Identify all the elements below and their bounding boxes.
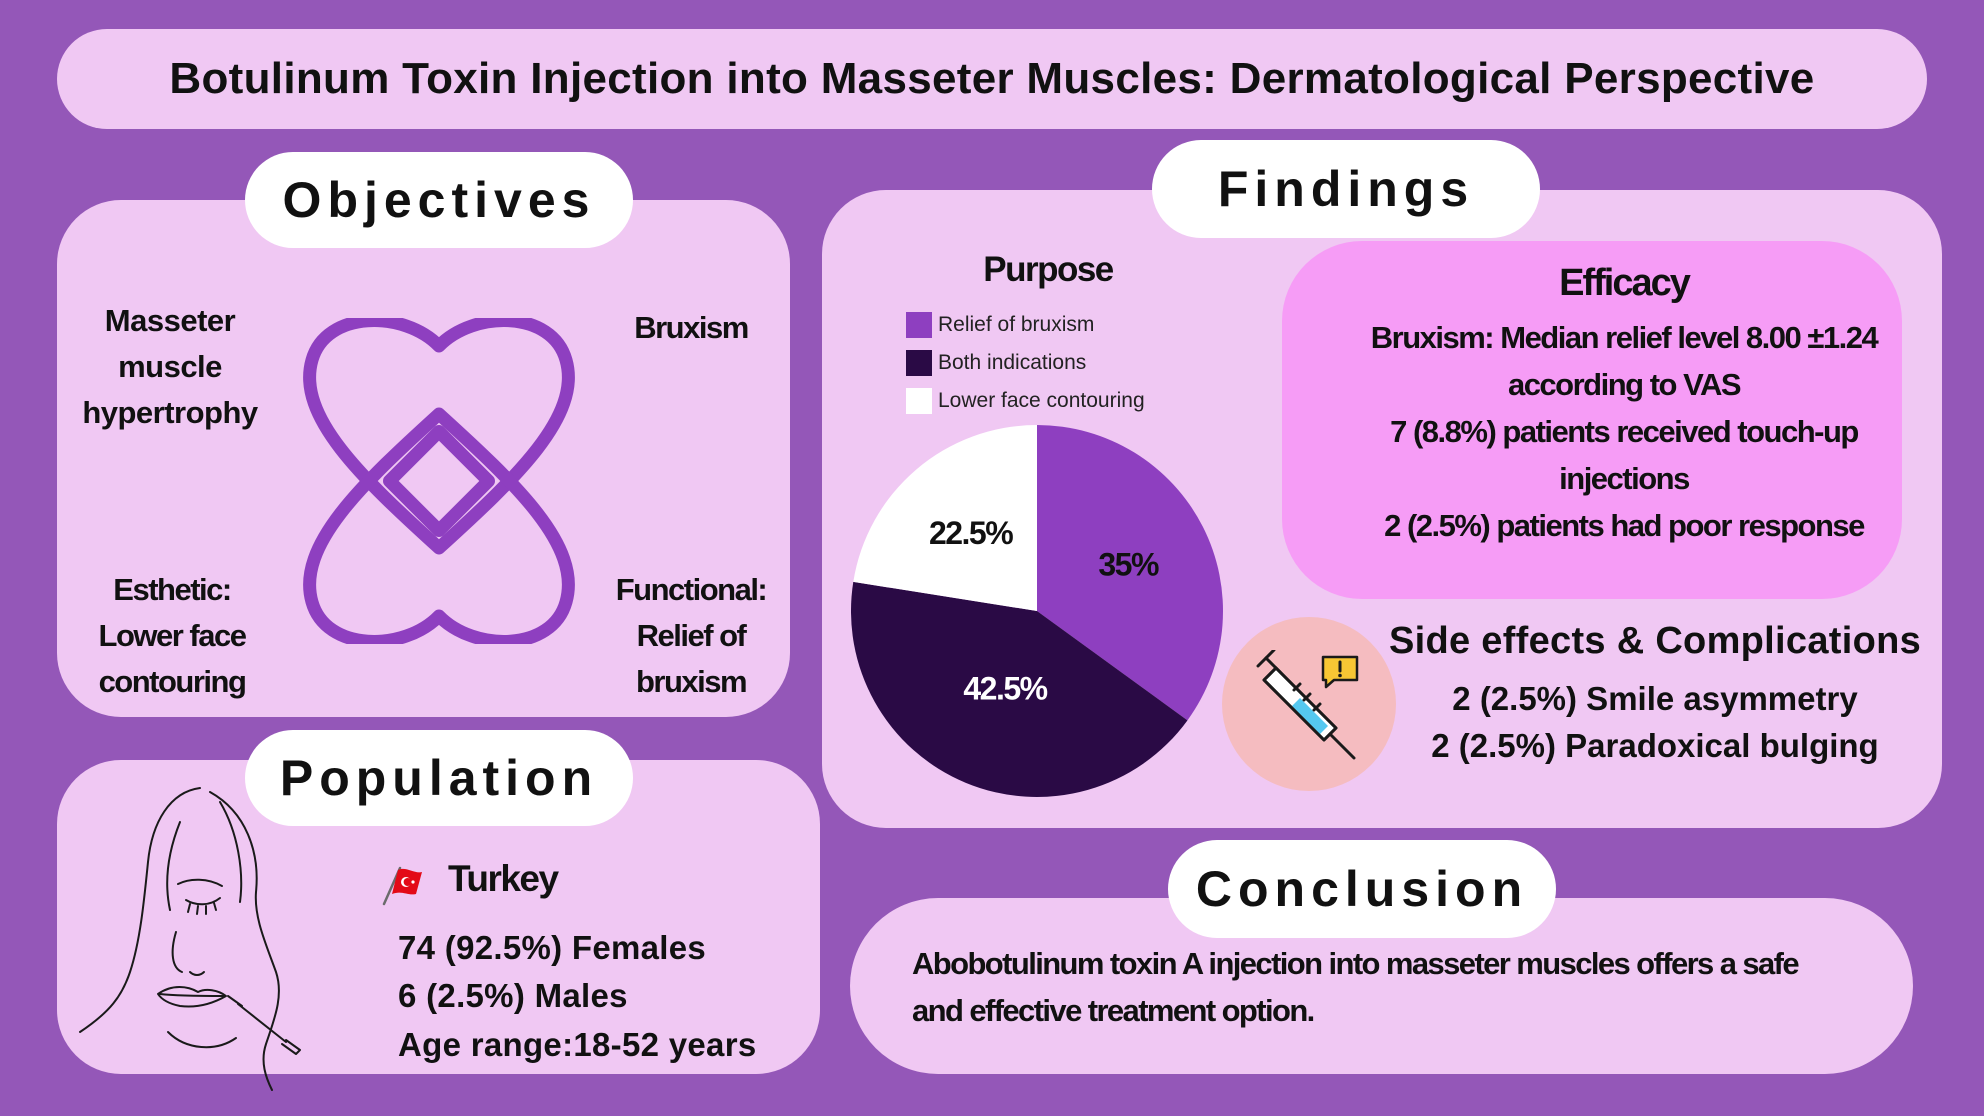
objectives-heading: Objectives <box>245 152 633 248</box>
legend-item-lower-face: Lower face contouring <box>906 388 1145 414</box>
efficacy-line: Bruxism: Median relief level 8.00 ±1.24 <box>1370 320 1879 355</box>
side-effects-heading: Side effects & Complications <box>1388 620 1922 662</box>
pie-label-both: 42.5% <box>963 670 1047 706</box>
legend-swatch-lower-face <box>906 388 932 414</box>
efficacy-line: 7 (8.8%) patients received touch-up <box>1390 414 1859 449</box>
efficacy-line: 2 (2.5%) patients had poor response <box>1384 508 1865 543</box>
side-effects-text: 2 (2.5%) Smile asymmetry 2 (2.5%) Parado… <box>1380 675 1930 769</box>
population-females: 74 (92.5%) Females <box>398 929 707 966</box>
legend-item-both: Both indications <box>906 350 1086 376</box>
findings-heading: Findings <box>1152 140 1540 238</box>
efficacy-box <box>1282 241 1902 599</box>
conclusion-line: and effective treatment option. <box>912 993 1315 1028</box>
population-males: 6 (2.5%) Males <box>398 977 628 1014</box>
objective-masseter-hypertrophy: Masseter muscle hypertrophy <box>82 303 258 430</box>
syringe-icon <box>1256 650 1356 760</box>
efficacy-text: Bruxism: Median relief level 8.00 ±1.24 … <box>1282 314 1966 549</box>
legend-item-relief: Relief of bruxism <box>906 312 1094 338</box>
objective-esthetic: Esthetic: Lower face contouring <box>98 572 247 699</box>
objective-functional: Functional: Relief of bruxism <box>615 572 768 699</box>
pie-chart-title: Purpose <box>983 250 1114 289</box>
efficacy-line: injections <box>1559 461 1690 496</box>
purpose-pie-chart: 35% 42.5% 22.5% <box>851 425 1223 797</box>
conclusion-text: Abobotulinum toxin A injection into mass… <box>912 940 1912 1034</box>
legend-swatch-relief <box>906 312 932 338</box>
pie-slice-both <box>851 581 1188 797</box>
warning-icon <box>1321 655 1359 689</box>
legend-swatch-both <box>906 350 932 376</box>
conclusion-line: Abobotulinum toxin A injection into mass… <box>912 946 1800 981</box>
population-age-range: Age range:18-52 years <box>398 1026 757 1063</box>
pie-label-lower-face: 22.5% <box>929 515 1013 551</box>
objective-bruxism: Bruxism <box>634 310 749 345</box>
side-effect-line: 2 (2.5%) Paradoxical bulging <box>1431 727 1879 764</box>
population-heading: Population <box>245 730 633 826</box>
side-effect-line: 2 (2.5%) Smile asymmetry <box>1452 680 1858 717</box>
page-title: Botulinum Toxin Injection into Masseter … <box>57 29 1927 129</box>
efficacy-heading: Efficacy <box>1559 262 1691 304</box>
pie-slice-lower-face <box>853 425 1037 611</box>
conclusion-heading: Conclusion <box>1168 840 1556 938</box>
celtic-knot-icon <box>303 318 575 644</box>
turkey-flag-icon <box>382 866 422 906</box>
face-line-art <box>79 787 301 1091</box>
pie-slice-relief <box>1037 425 1223 721</box>
efficacy-line: according to VAS <box>1507 367 1742 402</box>
pie-label-relief: 35% <box>1098 547 1159 583</box>
population-country: Turkey <box>448 858 559 899</box>
